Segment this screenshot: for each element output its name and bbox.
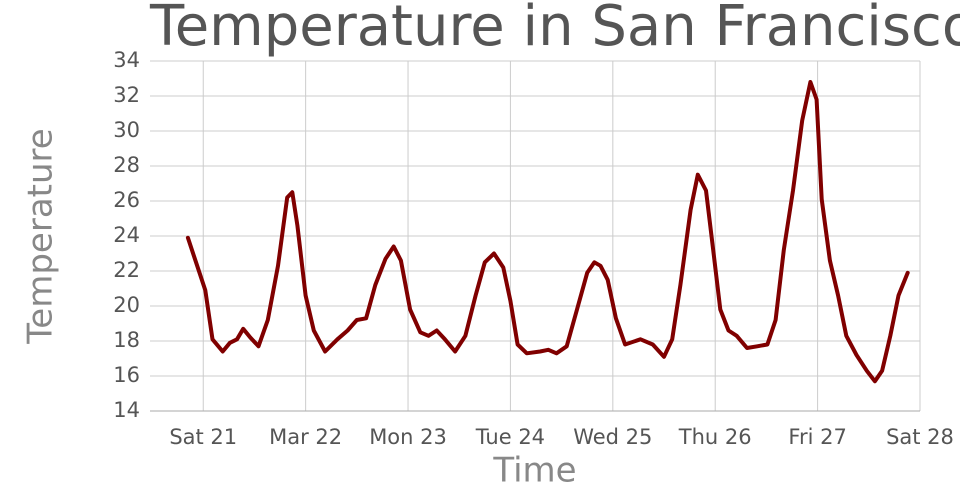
x-tick-label: Sat 28 [886, 425, 954, 449]
y-tick-label: 26 [113, 188, 140, 212]
y-tick-label: 34 [113, 48, 140, 72]
x-tick-label: Wed 25 [573, 425, 652, 449]
chart-title: Temperature in San Francisco [149, 0, 960, 59]
y-tick-label: 18 [113, 328, 140, 352]
x-tick-label: Mon 23 [369, 425, 447, 449]
y-tick-label: 20 [113, 293, 140, 317]
y-tick-label: 22 [113, 258, 140, 282]
y-axis-label: Temperature [21, 128, 61, 344]
y-tick-label: 28 [113, 153, 140, 177]
x-tick-label: Mar 22 [269, 425, 342, 449]
x-tick-label: Sat 21 [169, 425, 237, 449]
x-axis-label: Time [492, 451, 576, 491]
x-tick-label: Tue 24 [475, 425, 545, 449]
x-tick-label: Thu 26 [678, 425, 752, 449]
line [185, 80, 910, 384]
y-tick-label: 30 [113, 118, 140, 142]
y-tick-label: 14 [113, 398, 140, 422]
y-tick-label: 24 [113, 223, 140, 247]
x-tick-label: Fri 27 [788, 425, 846, 449]
y-tick-label: 16 [113, 363, 140, 387]
y-tick-label: 32 [113, 83, 140, 107]
